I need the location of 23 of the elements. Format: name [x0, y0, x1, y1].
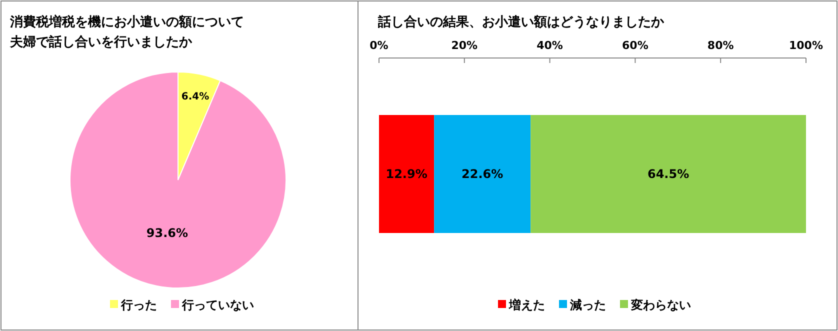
data-label: 64.5% [647, 167, 690, 181]
legend-label: 行った [120, 298, 157, 312]
chart-title: 消費税増税を機にお小遣いの額について [9, 14, 244, 30]
bar [379, 115, 434, 233]
chart-subtitle: 夫婦で話し合いを行いましたか [9, 34, 193, 50]
legend-label: 増えた [508, 298, 545, 312]
x-tick-label: 40% [536, 39, 563, 52]
x-tick-label: 0% [370, 39, 388, 52]
x-tick-label: 60% [622, 39, 648, 52]
data-label: 93.6% [146, 226, 188, 240]
data-label: 12.9% [386, 167, 428, 181]
bar [530, 115, 806, 233]
legend-label: 行っていない [181, 298, 254, 312]
data-label: 6.4% [181, 91, 210, 102]
x-tick-label: 80% [707, 39, 734, 52]
x-tick-label: 100% [789, 39, 823, 52]
data-label: 22.6% [462, 167, 504, 181]
pie-slice [70, 72, 286, 288]
legend-label: 減った [569, 298, 606, 312]
legend-label: 変わらない [630, 298, 691, 312]
bar [434, 115, 531, 233]
x-tick-label: 20% [451, 39, 478, 52]
chart-title: 話し合いの結果、お小遣い額はどうなりましたか [377, 14, 665, 30]
